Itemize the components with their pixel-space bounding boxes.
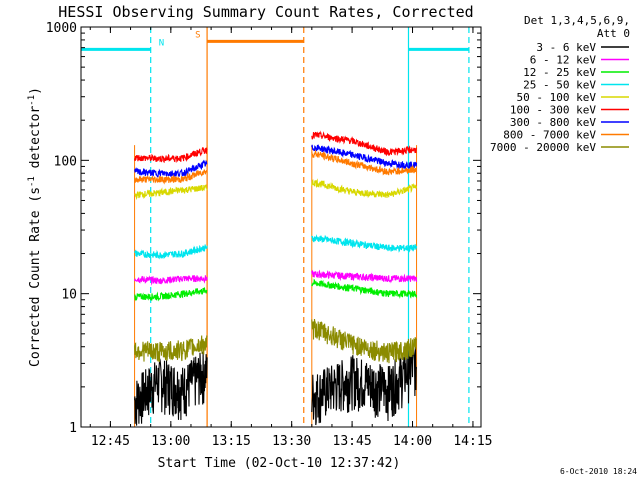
x-tick-label: 13:45 [333,434,372,449]
series-trace [311,269,418,284]
series-trace [311,144,418,170]
legend-entry-label: 7000 - 20000 keV [490,141,596,154]
series-trace [311,234,418,253]
y-tick-label: 1 [69,421,77,436]
y-axis-label: Corrected Count Rate (s-1 detector-1) [27,87,43,367]
series-trace [134,147,208,164]
series-trace [134,169,208,185]
x-axis-label: Start Time (02-Oct-10 12:37:42) [158,456,401,471]
series-trace [311,178,418,199]
series-trace [311,318,418,364]
plot-area: NS [81,27,470,427]
flag-label: N [159,38,164,48]
legend-entry-label: 50 - 100 keV [517,91,597,104]
legend-entry-label: 100 - 300 keV [510,104,596,117]
series-trace [134,335,208,363]
legend-entry-label: 300 - 800 keV [510,116,596,129]
legend-header: Att 0 [597,27,630,40]
x-tick-label: 13:30 [272,434,311,449]
x-tick-label: 13:15 [212,434,251,449]
legend-entry-label: 800 - 7000 keV [503,129,596,142]
legend-entry-label: 3 - 6 keV [536,41,596,54]
legend-entry-label: 6 - 12 keV [530,54,597,67]
series-trace [134,159,208,178]
series-trace [311,278,418,299]
series-trace [311,344,418,426]
legend-header: Det 1,3,4,5,6,9, [524,14,630,27]
timestamp: 6-Oct-2010 18:24 [560,467,637,476]
flag-label: S [195,30,200,40]
y-tick-label: 10 [61,288,77,303]
x-tick-label: 14:15 [453,434,492,449]
legend-entry-label: 25 - 50 keV [523,79,596,92]
x-tick-label: 13:00 [151,434,190,449]
axes: 12:45 13:00 13:15 13:30 13:45 14:00 14:15 1 10 10… [46,21,493,449]
series-trace [311,130,418,157]
x-tick-label: 12:45 [91,434,130,449]
y-tick-label: 100 [54,154,77,169]
series-trace [134,275,208,286]
series-trace [311,149,418,176]
chart-title: HESSI Observing Summary Count Rates, Cor… [58,3,473,21]
series-trace [134,287,208,302]
series-trace [134,244,208,260]
plot-frame [80,26,482,428]
series-trace [134,351,208,426]
series-trace [134,184,208,201]
y-tick-label: 1000 [46,21,77,36]
legend-entry-label: 12 - 25 keV [523,66,596,79]
x-tick-label: 14:00 [393,434,432,449]
